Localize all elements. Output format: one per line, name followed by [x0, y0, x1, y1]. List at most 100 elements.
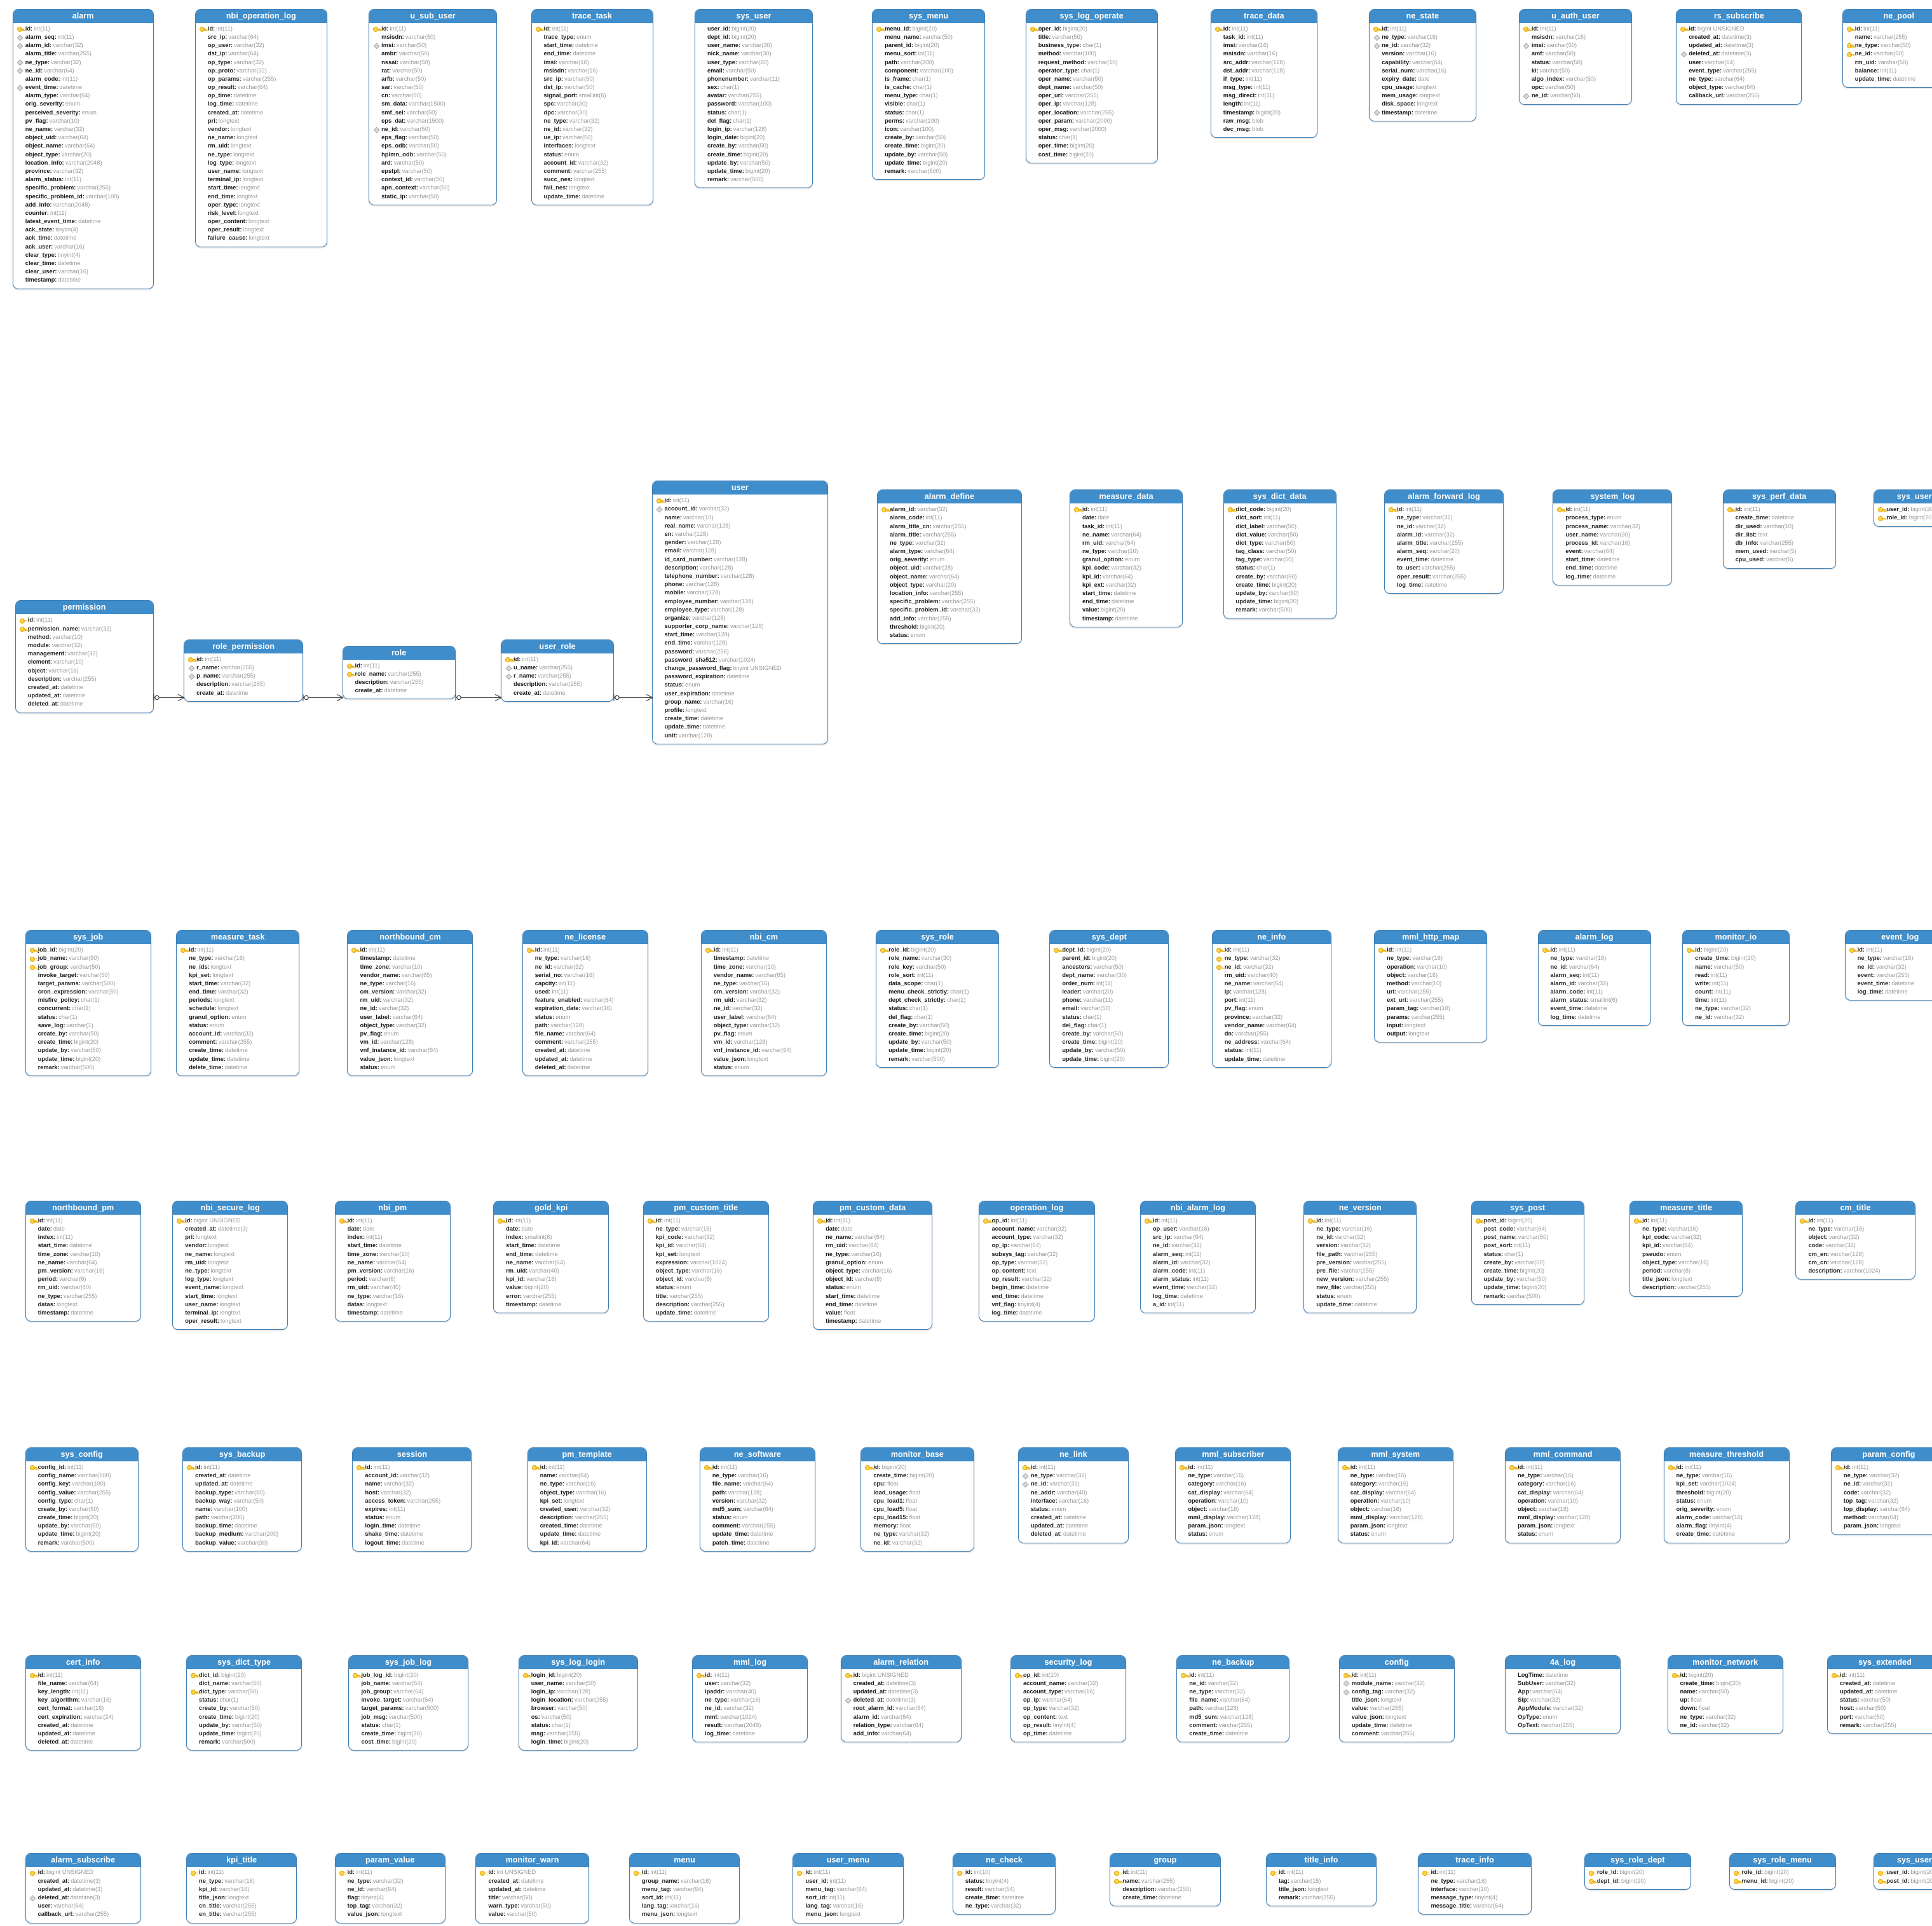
field-type: varchar(64)	[68, 1679, 99, 1686]
entity-ne_info[interactable]: ne_info id: int(11) ne_type: varchar(32) ne_i…	[1211, 930, 1331, 1068]
field-row: create_by: varchar(50)	[1227, 573, 1333, 581]
field-type: varchar(50)	[1093, 963, 1124, 970]
entity-sys_user_role[interactable]: sys_user_roleuser_id:bigint(20)role_id:b…	[1874, 489, 1932, 527]
entity-fields: id: int UNSIGNED created_at: datetime update…	[476, 1867, 588, 1923]
field-type: varchar(32)	[1111, 564, 1141, 571]
entity-sys_role[interactable]: sys_role role_id: bigint(20) role_name: varc…	[876, 930, 1000, 1068]
entity-nbi_alarm_log[interactable]: nbi_alarm_log id: int(11) op_user: varchar(1…	[1139, 1200, 1256, 1313]
entity-sys_user[interactable]: sys_user user_id: bigint(20) dept_id: bigint…	[694, 8, 813, 189]
entity-sys_menu[interactable]: sys_menu menu_id: bigint(20) menu_name: varc…	[872, 8, 986, 181]
entity-cert_info[interactable]: cert_info id: int(11) file_name: varchar(64)…	[25, 1655, 141, 1751]
entity-ne_state[interactable]: ne_state id: int(11) ne_type: varchar(16) ne_…	[1369, 8, 1476, 121]
field-name: op_content:	[1023, 1713, 1058, 1720]
entity-measure_task[interactable]: measure_task id: int(11) ne_type: varchar(16…	[176, 930, 300, 1077]
entity-gold_kpi[interactable]: gold_kpi id: int(11) date: date index: smallin…	[493, 1200, 609, 1313]
entity-trace_task[interactable]: trace_task id: int(11) trace_type: enum start…	[531, 8, 653, 205]
entity-mml_system[interactable]: mml_system id: int(11) ne_type: varchar(16) c…	[1337, 1447, 1453, 1543]
entity-mml_log[interactable]: mml_log id: int(11) user: varchar(32) ipaddr:…	[692, 1655, 808, 1743]
entity-title_info[interactable]: title_info id: int(11) tag: varchar(15) title…	[1265, 1852, 1377, 1907]
entity-kpi_title[interactable]: kpi_title id: int(11) ne_type: varchar(16) kp…	[186, 1852, 297, 1923]
entity-rs_subscribe[interactable]: rs_subscribe id: bigint UNSIGNED created_at…	[1676, 8, 1802, 105]
entity-event_log[interactable]: event_log id: int(11) ne_type: varchar(16) ne…	[1844, 930, 1932, 1001]
entity-alarm_log[interactable]: alarm_log id: int(11) ne_type: varchar(16) ne…	[1537, 930, 1651, 1026]
entity-mml_http_map[interactable]: mml_http_map id: int(11) ne_type: varchar(16…	[1374, 930, 1488, 1043]
entity-trace_info[interactable]: trace_info id: int(11) ne_type: varchar(16) i…	[1418, 1852, 1532, 1915]
entity-nbi_secure_log[interactable]: nbi_secure_log id: bigint UNSIGNED created_…	[172, 1200, 289, 1330]
field-name: period:	[1642, 1267, 1663, 1274]
entity-sys_role_dept[interactable]: sys_role_dept role_id: bigint(20) dept_id: b…	[1584, 1852, 1692, 1890]
entity-measure_threshold[interactable]: measure_threshold id: int(11) ne_type: varch…	[1663, 1447, 1790, 1543]
entity-monitor_io[interactable]: monitor_io id: bigint(20) create_time: bigin…	[1682, 930, 1790, 1026]
entity-user_role[interactable]: user_role id: int(11) u_name: varchar(255) r_…	[501, 639, 615, 702]
entity-nbi_cm[interactable]: nbi_cm id: int(11) timestamp: datetime time_z…	[700, 930, 827, 1077]
entity-role_permission[interactable]: role_permission id: int(11) r_name: varchar(…	[184, 639, 304, 702]
entity-sys_dict_data[interactable]: sys_dict_data dict_code: bigint(20) dict_so…	[1223, 489, 1337, 619]
entity-ne_software[interactable]: ne_software id: int(11) ne_type: varchar(16)…	[699, 1447, 816, 1552]
entity-nbi_operation_log[interactable]: nbi_operation_log id: int(11) src_ip: varcha…	[194, 8, 327, 247]
entity-4a_log[interactable]: 4a_log LogTime: datetime SubUser: varchar(32…	[1505, 1655, 1621, 1734]
entity-nbi_pm[interactable]: nbi_pm id: int(11) date: date index: int(11) st…	[334, 1200, 451, 1322]
entity-ne_license[interactable]: ne_license id: int(11) ne_type: varchar(16) n…	[522, 930, 648, 1077]
entity-ne_check[interactable]: ne_check id: int(10) status: tinyint(4) resul…	[952, 1852, 1056, 1915]
entity-sys_perf_data[interactable]: sys_perf_data id: int(11) create_time: datet…	[1722, 489, 1836, 569]
entity-measure_title[interactable]: measure_title id: int(11) ne_type: varchar(1…	[1629, 1200, 1743, 1297]
entity-monitor_warn[interactable]: monitor_warn id: int UNSIGNED created_at: da…	[475, 1852, 589, 1923]
entity-user[interactable]: user id: int(11) account_id: varchar(32) name…	[651, 481, 828, 744]
entity-role[interactable]: role id: int(11) role_name: varchar(255) desc…	[342, 645, 456, 700]
entity-pm_custom_data[interactable]: pm_custom_data id: int(11) date: date ne_name…	[813, 1200, 933, 1330]
entity-trace_data[interactable]: trace_data id: int(11) task_id: int(11) imsi:…	[1210, 8, 1318, 139]
entity-group[interactable]: group id: int(11) name: varchar(255) descript…	[1110, 1852, 1221, 1907]
entity-sys_dept[interactable]: sys_dept dept_id: bigint(20) parent_id: bigi…	[1049, 930, 1169, 1068]
field-type: varchar(64)	[44, 67, 74, 74]
field-name: kpi_id:	[1082, 573, 1101, 580]
entity-alarm[interactable]: alarm id: int(11) alarm_seq: int(11) alarm_id…	[12, 8, 154, 289]
entity-sys_log_operate[interactable]: sys_log_operate oper_id: bigint(20) title: v…	[1025, 8, 1158, 163]
entity-system_log[interactable]: system_log id: int(11) process_type: enum pro…	[1553, 489, 1673, 585]
entity-user_menu[interactable]: user_menu id: int(11) user_id: int(11) menu_t…	[793, 1852, 904, 1923]
entity-param_value[interactable]: param_value id: int(11) ne_type: varchar(32)…	[334, 1852, 446, 1923]
entity-mml_command[interactable]: mml_command id: int(11) ne_type: varchar(16)…	[1505, 1447, 1621, 1543]
entity-northbound_pm[interactable]: northbound_pm id: int(11) date: date index: in…	[25, 1200, 141, 1322]
entity-ne_version[interactable]: ne_version id: int(11) ne_type: varchar(16) n…	[1303, 1200, 1417, 1313]
field-name: smf_sel:	[381, 109, 405, 116]
entity-permission[interactable]: permission id: int(11) permission_name: varc…	[15, 600, 154, 713]
entity-session[interactable]: session id: int(11) account_id: varchar(32) n…	[352, 1447, 472, 1552]
entity-menu[interactable]: menu id: int(11) group_name: varchar(16) menu…	[629, 1852, 740, 1923]
entity-ne_link[interactable]: ne_link id: int(11) ne_type: varchar(32) ne_i…	[1017, 1447, 1129, 1543]
entity-sys_config[interactable]: sys_config config_id: int(11) config_name: v…	[25, 1447, 139, 1552]
entity-sys_log_login[interactable]: sys_log_login login_id: bigint(20) user_nam…	[518, 1655, 638, 1751]
field-type: int(11)	[356, 1869, 372, 1876]
entity-ne_backup[interactable]: ne_backup id: int(11) ne_id: varchar(32) ne_t…	[1176, 1655, 1290, 1743]
entity-sys_backup[interactable]: sys_backup id: int(11) created_at: datetime u…	[182, 1447, 303, 1552]
entity-northbound_cm[interactable]: northbound_cm id: int(11) timestamp: datetim…	[347, 930, 473, 1077]
entity-alarm_subscribe[interactable]: alarm_subscribe id: bigint UNSIGNED created…	[25, 1852, 141, 1923]
entity-security_log[interactable]: security_log op_id: int(10) account_name: va…	[1010, 1655, 1127, 1743]
entity-sys_dict_type[interactable]: sys_dict_type dict_id: bigint(20) dict_name…	[186, 1655, 303, 1751]
entity-mml_subscriber[interactable]: mml_subscriber id: int(11) ne_type: varchar(…	[1175, 1447, 1291, 1543]
entity-alarm_define[interactable]: alarm_define alarm_id: varchar(32) alarm_co…	[877, 489, 1022, 645]
entity-sys_job[interactable]: sys_job job_id: bigint(20) job_name: varchar…	[25, 930, 151, 1077]
entity-alarm_forward_log[interactable]: alarm_forward_log id: int(11) ne_type: varch…	[1384, 489, 1504, 594]
field-name: update_time:	[1062, 1055, 1099, 1062]
field-name: dir_list:	[1735, 531, 1757, 538]
entity-param_config[interactable]: param_config id: int(11) ne_type: varchar(32…	[1830, 1447, 1932, 1535]
entity-alarm_relation[interactable]: alarm_relation id: bigint UNSIGNED created_…	[840, 1655, 962, 1743]
entity-sys_extended[interactable]: sys_extended id: int(11) created_at: datetim…	[1827, 1655, 1932, 1734]
entity-measure_data[interactable]: measure_data id: int(11) date: date task_id: i…	[1070, 489, 1183, 627]
entity-u_auth_user[interactable]: u_auth_user id: int(11) msisdn: varchar(16) i…	[1518, 8, 1633, 105]
entity-pm_custom_title[interactable]: pm_custom_title id: int(11) ne_type: varchar…	[643, 1200, 769, 1322]
entity-sys_post[interactable]: sys_post post_id: bigint(20) post_code: varc…	[1471, 1200, 1584, 1305]
entity-monitor_network[interactable]: monitor_network id: bigint(20) create_time:…	[1667, 1655, 1783, 1734]
entity-operation_log[interactable]: operation_log op_id: int(11) account_name: v…	[979, 1200, 1095, 1322]
entity-pm_template[interactable]: pm_template id: int(11) name: varchar(64) ne_…	[527, 1447, 647, 1552]
entity-sys_role_menu[interactable]: sys_role_menu role_id: bigint(20) menu_id: b…	[1729, 1852, 1836, 1890]
entity-sys_user_post[interactable]: sys_user_postuser_id:bigint(20)post_id:b…	[1874, 1852, 1932, 1890]
entity-sys_job_log[interactable]: sys_job_log job_log_id: bigint(20) job_name…	[348, 1655, 468, 1751]
field-spacer	[199, 92, 207, 99]
entity-cm_title[interactable]: cm_title id: int(11) ne_type: varchar(16) obj…	[1795, 1200, 1915, 1280]
entity-monitor_base[interactable]: monitor_base id: bigint(20) create_time: big…	[861, 1447, 974, 1552]
field-spacer	[479, 1878, 487, 1885]
entity-u_sub_user[interactable]: u_sub_user id: int(11) msisdn: varchar(50) im…	[369, 8, 498, 205]
entity-ne_pool[interactable]: ne_pool id: int(11) name: varchar(255) ne_typ…	[1842, 8, 1932, 88]
entity-config[interactable]: config id: int(11) module_name: varchar(32) c…	[1338, 1655, 1455, 1743]
